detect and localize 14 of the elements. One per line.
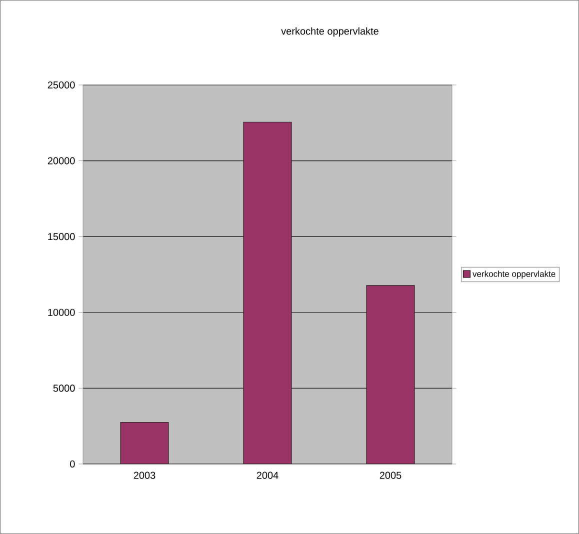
x-tick-label: 2004 <box>256 472 278 479</box>
y-tick-label: 15000 <box>48 233 75 240</box>
bar <box>366 285 415 464</box>
bar <box>243 122 292 464</box>
y-tick-label: 10000 <box>48 308 75 316</box>
x-tick-label: 2005 <box>380 472 402 479</box>
y-tick-label: 5000 <box>53 384 75 392</box>
bar <box>120 422 169 464</box>
y-tick-label: 0 <box>70 460 75 468</box>
y-tick-label: 25000 <box>48 81 75 89</box>
chart-title: verkochte oppervlakte <box>281 27 378 37</box>
legend-label: verkochte oppervlakte <box>472 270 556 279</box>
y-tick-label: 20000 <box>48 157 75 164</box>
x-tick-label: 2003 <box>134 472 156 479</box>
